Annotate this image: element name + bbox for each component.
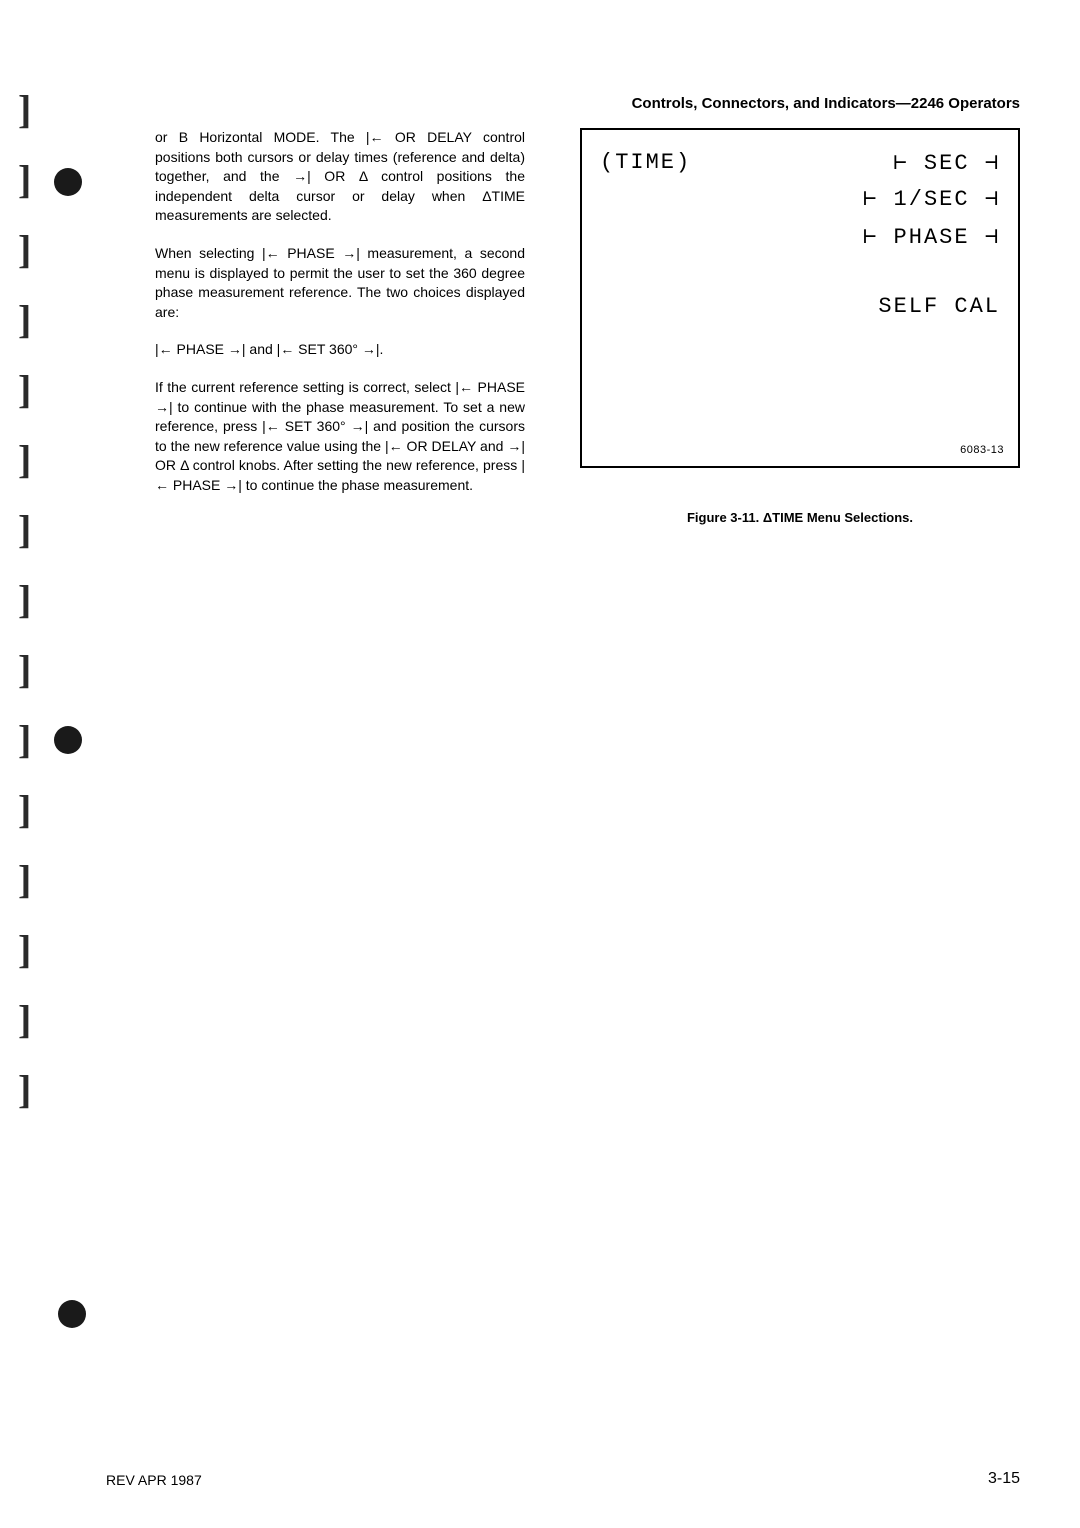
page: ] ] ] ] ] ] ] ] ] ] ] ] ] ] ] Controls, … <box>0 0 1080 1528</box>
footer-page-number: 3-15 <box>988 1470 1020 1488</box>
paragraph-4: If the current reference setting is corr… <box>155 378 525 496</box>
punch-mark: ] <box>18 1000 68 1040</box>
punch-mark: ] <box>18 230 68 270</box>
header-section-title: Controls, Connectors, and Indicators—224… <box>632 95 1020 112</box>
paragraph-1: or B Horizontal MODE. The |← OR DELAY co… <box>155 128 525 226</box>
display-menu-item: ⊢ PHASE ⊣ <box>600 224 1000 250</box>
punch-mark: ] <box>18 160 68 200</box>
punch-mark: ] <box>18 510 68 550</box>
display-figure-id: 6083-13 <box>960 444 1004 456</box>
punch-mark: ] <box>18 300 68 340</box>
footer-revision: REV APR 1987 <box>106 1472 202 1488</box>
punch-mark: ] <box>18 370 68 410</box>
punch-mark: ] <box>18 580 68 620</box>
display-menu-item: ⊢ SEC ⊣ <box>893 150 1000 176</box>
punch-mark: ] <box>18 650 68 690</box>
punch-mark: ] <box>18 90 68 130</box>
dot-icon <box>54 168 82 196</box>
punch-mark: ] <box>18 860 68 900</box>
punch-mark: ] <box>18 440 68 480</box>
paragraph-2: When selecting |← PHASE →| measurement, … <box>155 244 525 322</box>
punch-mark: ] <box>18 790 68 830</box>
display-title-left: (TIME) <box>600 150 691 176</box>
punch-mark: ] <box>18 930 68 970</box>
dot-icon <box>58 1300 86 1328</box>
display-right-items: ⊢ 1/SEC ⊣ ⊢ PHASE ⊣ <box>600 186 1000 250</box>
paragraph-3: |← PHASE →| and |← SET 360° →|. <box>155 340 525 360</box>
dot-icon <box>54 726 82 754</box>
figure-caption: Figure 3-11. ΔTIME Menu Selections. <box>580 510 1020 525</box>
display-menu-item: ⊢ 1/SEC ⊣ <box>600 186 1000 212</box>
display-self-cal: SELF CAL <box>600 294 1000 319</box>
display-row-1: (TIME) ⊢ SEC ⊣ <box>600 150 1000 176</box>
body-text-column: or B Horizontal MODE. The |← OR DELAY co… <box>155 128 525 514</box>
punch-mark: ] <box>18 720 68 760</box>
crt-display-box: (TIME) ⊢ SEC ⊣ ⊢ 1/SEC ⊣ ⊢ PHASE ⊣ SELF … <box>580 128 1020 468</box>
punch-mark: ] <box>18 1070 68 1110</box>
left-margin-marks: ] ] ] ] ] ] ] ] ] ] ] ] ] ] ] <box>18 90 68 1110</box>
